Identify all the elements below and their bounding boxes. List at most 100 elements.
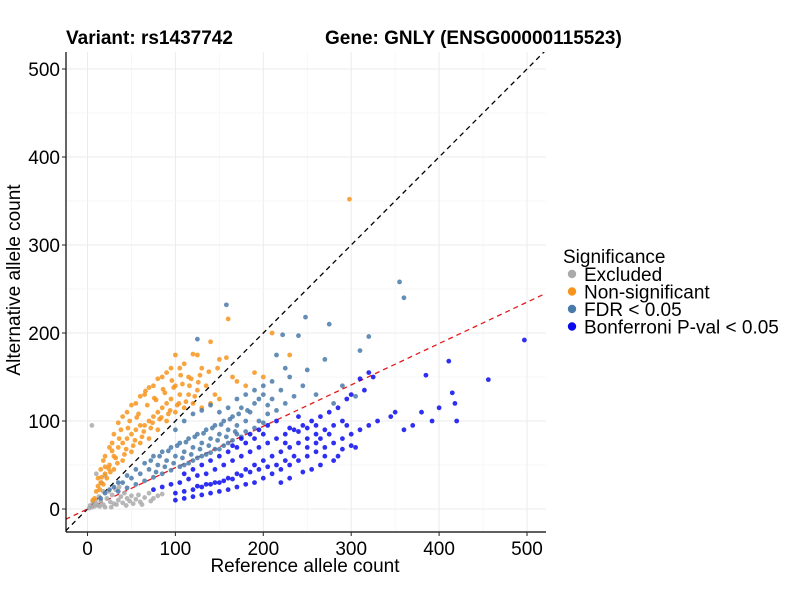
point-bonferroni-p-val-0-05-131 [296, 414, 301, 419]
y-tick-label-200: 200 [28, 324, 60, 345]
point-bonferroni-p-val-0-05-74 [269, 453, 275, 459]
point-excluded-34 [89, 423, 95, 428]
point-fdr-0-05-56 [142, 460, 148, 466]
point-fdr-0-05-17 [313, 392, 319, 397]
point-bonferroni-p-val-0-05-101 [221, 478, 227, 484]
legend-key-bonferroni-p-val-0-05 [567, 322, 577, 331]
x-tick-label-300: 300 [335, 539, 367, 560]
point-non-significant-58 [177, 392, 183, 397]
reference-lines [66, 52, 546, 532]
point-bonferroni-p-val-0-05-39 [370, 374, 376, 380]
point-non-significant-0 [347, 196, 352, 202]
point-bonferroni-p-val-0-05-33 [208, 490, 213, 496]
y-tick-label-0: 0 [49, 500, 60, 521]
point-non-significant-53 [133, 427, 139, 433]
point-fdr-0-05-46 [256, 396, 262, 402]
point-fdr-0-05-45 [238, 405, 244, 411]
point-fdr-0-05-65 [203, 452, 209, 457]
point-non-significant-119 [125, 425, 131, 431]
y-tick-label-400: 400 [28, 148, 60, 169]
point-non-significant-69 [137, 440, 143, 446]
point-fdr-0-05-103 [148, 458, 154, 463]
point-fdr-0-05-77 [181, 418, 187, 424]
point-bonferroni-p-val-0-05-113 [190, 467, 196, 472]
point-fdr-0-05-30 [208, 436, 213, 441]
point-non-significant-109 [167, 408, 173, 413]
point-non-significant-32 [230, 374, 235, 380]
point-bonferroni-p-val-0-05-127 [335, 453, 341, 459]
point-fdr-0-05-113 [236, 411, 242, 417]
point-non-significant-71 [155, 427, 161, 433]
point-bonferroni-p-val-0-05-49 [291, 427, 297, 433]
point-non-significant-90 [197, 372, 203, 378]
point-non-significant-65 [173, 409, 178, 415]
point-non-significant-24 [151, 383, 156, 389]
point-bonferroni-p-val-0-05-16 [357, 427, 363, 433]
point-excluded-32 [155, 493, 161, 499]
point-fdr-0-05-71 [151, 474, 156, 480]
point-bonferroni-p-val-0-05-124 [282, 440, 288, 446]
point-bonferroni-p-val-0-05-54 [247, 449, 253, 455]
point-bonferroni-p-val-0-05-69 [313, 431, 319, 437]
point-non-significant-70 [146, 436, 152, 441]
point-excluded-37 [108, 504, 114, 510]
point-bonferroni-p-val-0-05-115 [274, 418, 279, 424]
point-non-significant-82 [127, 418, 133, 424]
point-fdr-0-05-37 [146, 467, 152, 472]
point-bonferroni-p-val-0-05-94 [282, 458, 288, 463]
point-non-significant-115 [178, 372, 184, 378]
point-non-significant-101 [192, 393, 198, 399]
point-non-significant-37 [269, 330, 275, 336]
point-fdr-0-05-58 [124, 473, 130, 478]
point-bonferroni-p-val-0-05-38 [366, 370, 372, 375]
point-fdr-0-05-91 [274, 408, 279, 413]
point-fdr-0-05-89 [256, 418, 262, 424]
point-non-significant-75 [111, 467, 117, 472]
point-excluded-33 [159, 491, 165, 497]
point-fdr-0-05-27 [234, 423, 240, 428]
point-bonferroni-p-val-0-05-99 [238, 473, 244, 478]
point-non-significant-105 [132, 437, 138, 443]
point-non-significant-6 [181, 361, 187, 367]
point-fdr-0-05-43 [98, 496, 104, 501]
point-fdr-0-05-121 [206, 443, 212, 449]
point-bonferroni-p-val-0-05-44 [335, 405, 341, 411]
point-bonferroni-p-val-0-05-22 [304, 453, 310, 459]
point-non-significant-13 [115, 420, 121, 426]
point-non-significant-73 [129, 449, 134, 455]
point-fdr-0-05-124 [232, 429, 238, 434]
point-fdr-0-05-16 [265, 402, 271, 408]
point-non-significant-100 [183, 399, 189, 405]
point-fdr-0-05-117 [171, 460, 177, 466]
point-bonferroni-p-val-0-05-9 [419, 409, 424, 415]
point-excluded-42 [148, 498, 154, 504]
point-non-significant-25 [159, 374, 165, 380]
point-fdr-0-05-86 [260, 383, 266, 389]
point-non-significant-3 [194, 352, 200, 358]
point-bonferroni-p-val-0-05-73 [278, 449, 284, 455]
point-non-significant-61 [203, 383, 209, 389]
point-non-significant-62 [212, 392, 218, 397]
point-non-significant-2 [190, 351, 196, 357]
point-bonferroni-p-val-0-05-91 [331, 458, 337, 463]
point-non-significant-92 [215, 365, 220, 371]
point-bonferroni-p-val-0-05-83 [190, 487, 196, 493]
point-non-significant-118 [134, 415, 140, 420]
point-fdr-0-05-80 [208, 402, 213, 408]
point-non-significant-41 [155, 409, 161, 415]
point-non-significant-113 [160, 386, 166, 392]
point-bonferroni-p-val-0-05-103 [203, 481, 209, 487]
point-fdr-0-05-32 [190, 445, 196, 450]
point-bonferroni-p-val-0-05-28 [252, 480, 257, 485]
point-bonferroni-p-val-0-05-81 [208, 481, 213, 487]
x-tick-label-400: 400 [423, 539, 455, 560]
point-bonferroni-p-val-0-05-12 [392, 409, 398, 415]
point-non-significant-27 [177, 365, 183, 371]
point-excluded-26 [133, 496, 139, 502]
point-non-significant-36 [260, 374, 266, 380]
point-non-significant-19 [100, 458, 106, 463]
point-bonferroni-p-val-0-05-89 [313, 440, 319, 446]
point-non-significant-29 [199, 365, 205, 371]
point-non-significant-107 [150, 420, 155, 426]
point-fdr-0-05-112 [227, 416, 233, 422]
